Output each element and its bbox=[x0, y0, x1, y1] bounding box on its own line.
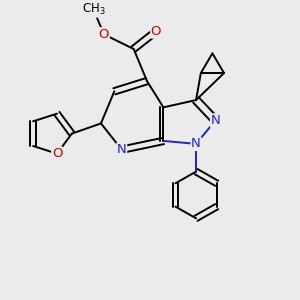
Text: N: N bbox=[211, 114, 220, 127]
Text: N: N bbox=[117, 143, 127, 156]
Text: CH$_3$: CH$_3$ bbox=[82, 2, 105, 17]
Text: O: O bbox=[99, 28, 109, 41]
Text: N: N bbox=[191, 137, 201, 150]
Text: O: O bbox=[52, 147, 62, 160]
Text: O: O bbox=[151, 25, 161, 38]
